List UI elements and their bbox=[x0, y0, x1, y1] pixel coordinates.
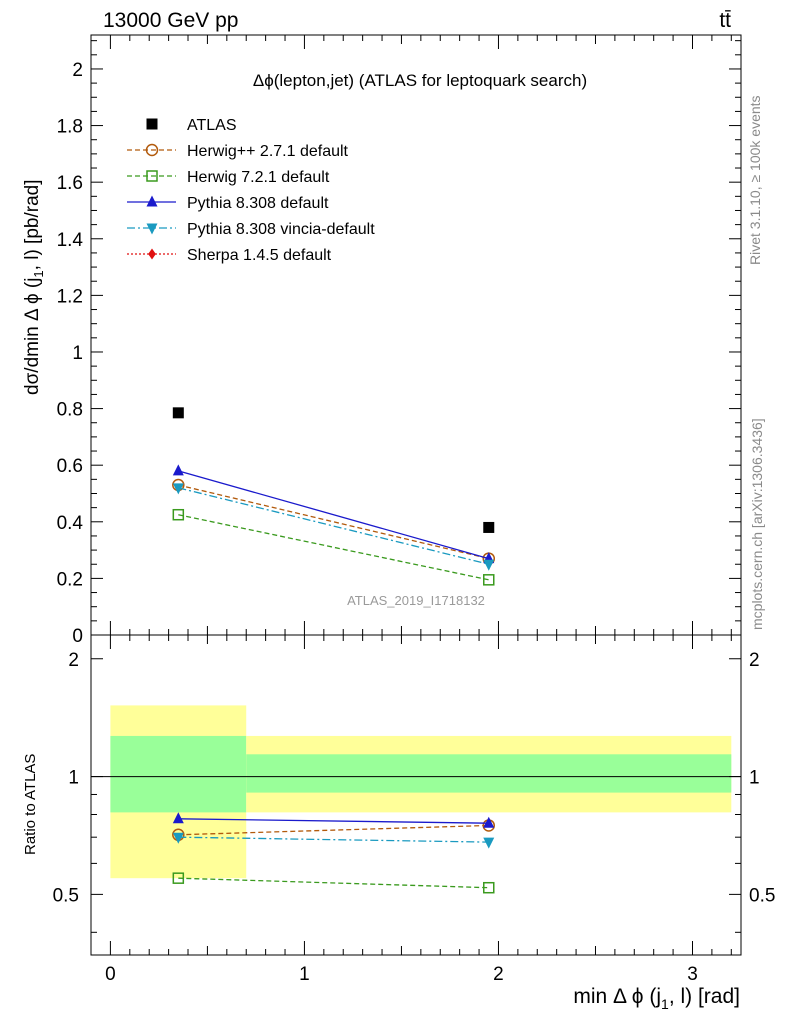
legend-atlas-marker bbox=[146, 118, 158, 130]
x-tick-label: 0 bbox=[105, 964, 116, 985]
ratio-y-tick-label-left: 1 bbox=[68, 768, 79, 789]
chart-title: Δϕ(lepton,jet) (ATLAS for leptoquark sea… bbox=[253, 71, 587, 90]
main-pythia-8-308-default-point bbox=[172, 464, 184, 476]
main-pythia-8-308-default-line bbox=[178, 470, 489, 560]
ratio-herwig-7-2-1-default-line bbox=[178, 877, 489, 889]
main-y-tick-label: 1.8 bbox=[57, 117, 83, 138]
ratio-y-tick-label-right: 0.5 bbox=[749, 885, 775, 906]
legend-pythia-8-308-default-label: Pythia 8.308 default bbox=[187, 195, 329, 212]
ratio-y-tick-label-left: 0.5 bbox=[53, 885, 79, 906]
ratio-pythia-8-308-default-point bbox=[483, 816, 495, 828]
legend-sherpa-1-4-5-default-label: Sherpa 1.4.5 default bbox=[187, 247, 332, 264]
main-y-tick-label: 1 bbox=[72, 343, 83, 364]
ratio-pythia-8-308-vincia-default-line bbox=[178, 836, 489, 843]
main-atlas-point bbox=[483, 521, 495, 533]
legend-sherpa-1-4-5-default-marker bbox=[148, 248, 156, 260]
ratio-series bbox=[172, 812, 496, 894]
ratio-y-tick-label-right: 2 bbox=[749, 650, 760, 671]
x-tick-label: 2 bbox=[493, 964, 504, 985]
main-pythia-8-308-vincia-default-point bbox=[172, 483, 184, 495]
main-y-tick-label: 0.4 bbox=[57, 513, 84, 534]
ratio-y-axis-label: Ratio to ATLAS bbox=[22, 754, 39, 855]
ratio-plot-frame bbox=[90, 634, 742, 956]
energy-label: 13000 GeV pp bbox=[103, 9, 238, 32]
legend-herwig-7-2-1-default-marker bbox=[146, 170, 158, 182]
legend-atlas-label: ATLAS bbox=[187, 117, 237, 134]
axis-tick-labels: 0 0.2 0.4 0.6 0.8 1 1.2 1.4 1.6 1.8 2 0 1 2 3 0.5 0.5 1 1 2… bbox=[53, 60, 776, 985]
ratio-uncertainty-bands bbox=[91, 705, 741, 879]
main-y-tick-label: 1.4 bbox=[57, 230, 84, 251]
main-herwig-2-7-1-default-line bbox=[178, 484, 489, 560]
ratio-pythia-8-308-vincia-default-point bbox=[483, 837, 495, 849]
main-y-tick-label: 0.6 bbox=[57, 456, 83, 477]
ratio-herwig-7-2-1-default-point bbox=[483, 881, 495, 894]
legend: ATLAS Herwig++ 2.7.1 default Herwig 7.2.1 … bbox=[127, 117, 375, 264]
main-atlas-point bbox=[172, 407, 184, 419]
main-herwig-7-2-1-default-point bbox=[172, 508, 185, 521]
ratio-pythia-8-308-vincia-default-point bbox=[172, 832, 184, 844]
main-herwig-7-2-1-default-line bbox=[178, 514, 489, 581]
axis-ticks bbox=[91, 35, 741, 955]
ratio-herwig-2-7-1-default-line bbox=[178, 824, 489, 836]
legend-pythia-8-308-vincia-default-label: Pythia 8.308 vincia-default bbox=[187, 221, 375, 238]
legend-herwig-7-2-1-default-label: Herwig 7.2.1 default bbox=[187, 169, 330, 186]
main-herwig-7-2-1-default-point bbox=[483, 574, 495, 586]
main-y-tick-label: 0.2 bbox=[57, 569, 83, 590]
ratio-y-tick-label-left: 2 bbox=[68, 650, 79, 671]
legend-pythia-8-308-vincia-default-marker bbox=[146, 223, 158, 235]
legend-herwig-2-7-1-default-label: Herwig++ 2.7.1 default bbox=[187, 143, 349, 160]
main-y-tick-label: 2 bbox=[72, 60, 83, 81]
main-series bbox=[172, 407, 496, 586]
main-y-tick-label: 1.2 bbox=[57, 286, 83, 307]
main-y-tick-label: 0 bbox=[72, 626, 83, 647]
main-pythia-8-308-vincia-default-point bbox=[483, 559, 495, 571]
ratio-band-green-1 bbox=[246, 754, 732, 793]
legend-pythia-8-308-default-marker bbox=[146, 195, 158, 207]
legend-herwig-2-7-1-default-marker bbox=[145, 143, 159, 157]
main-y-tick-label: 1.6 bbox=[57, 173, 83, 194]
ratio-pythia-8-308-default-point bbox=[172, 812, 184, 824]
x-tick-label: 1 bbox=[299, 964, 310, 985]
ratio-pythia-8-308-default-line bbox=[178, 818, 489, 824]
x-axis-label: min Δ ϕ (j1, l) [rad] bbox=[573, 985, 740, 1012]
rivet-label: Rivet 3.1.10, ≥ 100k events bbox=[747, 95, 763, 265]
ratio-band-green-0 bbox=[110, 735, 247, 813]
ratio-y-tick-label-right: 1 bbox=[749, 768, 760, 789]
analysis-watermark: ATLAS_2019_I1718132 bbox=[347, 593, 485, 608]
x-tick-label: 3 bbox=[687, 964, 698, 985]
process-label: tt̄ bbox=[719, 9, 731, 32]
main-y-axis-label: dσ/dmin Δ ϕ (j1, l) [pb/rad] bbox=[22, 180, 46, 396]
mcplots-label: mcplots.cern.ch [arXiv:1306.3436] bbox=[749, 418, 765, 630]
ratio-herwig-7-2-1-default-point bbox=[172, 872, 185, 884]
main-pythia-8-308-vincia-default-line bbox=[178, 487, 489, 565]
main-y-tick-label: 0.8 bbox=[57, 400, 83, 421]
